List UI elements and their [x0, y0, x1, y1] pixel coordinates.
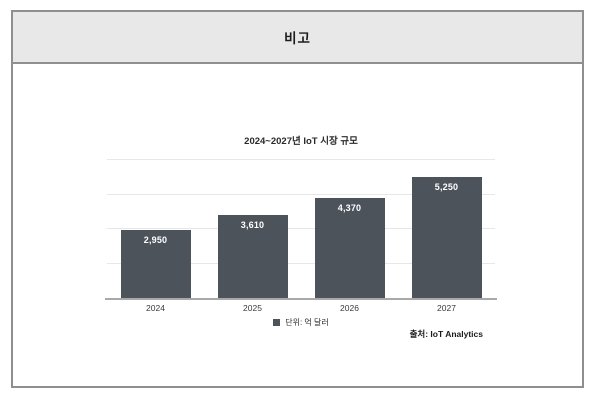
- x-axis-line: [105, 298, 497, 300]
- chart-title: 2024~2027년 IoT 시장 규모: [244, 136, 358, 147]
- gridline-6000: [107, 159, 495, 160]
- x-axis-label-2024: 2024: [146, 303, 165, 313]
- panel-header-title: 비고: [284, 31, 311, 46]
- panel-body: 2024~2027년 IoT 시장 규모 2,950 2024 3,610 2025 4…: [13, 64, 582, 385]
- gridline-3000: [107, 228, 495, 229]
- bar-2024: 2,950: [120, 230, 191, 298]
- legend-label: 단위: 억 달러: [285, 318, 329, 327]
- bar-2027: 5,250: [411, 177, 482, 298]
- x-axis-label-2025: 2025: [243, 303, 262, 313]
- panel-header: 비고: [13, 12, 582, 64]
- iot-market-bar-chart: 2024~2027년 IoT 시장 규모 2,950 2024 3,610 2025 4…: [105, 136, 497, 351]
- bar-2025: 3,610: [217, 214, 288, 298]
- legend-swatch-icon: [273, 319, 281, 326]
- plot-area: 2,950 2024 3,610 2025 4,370 2026 5,250 2027: [105, 159, 497, 313]
- bar-2026: 4,370: [314, 197, 385, 298]
- gridline-1500: [107, 262, 495, 264]
- bar-value-label-2025: 3,610: [240, 219, 265, 230]
- chart-source: 출처: IoT Analytics: [409, 329, 483, 339]
- remarks-panel: 비고 2024~2027년 IoT 시장 규모 2,950 2024 3,610 20…: [11, 10, 584, 388]
- chart-legend: 단위: 억 달러: [107, 318, 495, 327]
- x-axis-label-2027: 2027: [437, 303, 456, 313]
- bar-value-label-2026: 4,370: [337, 202, 362, 213]
- bar-value-label-2027: 5,250: [434, 182, 459, 193]
- gridline-4500: [107, 193, 495, 195]
- x-axis-label-2026: 2026: [340, 303, 359, 313]
- bar-value-label-2024: 2,950: [143, 235, 168, 246]
